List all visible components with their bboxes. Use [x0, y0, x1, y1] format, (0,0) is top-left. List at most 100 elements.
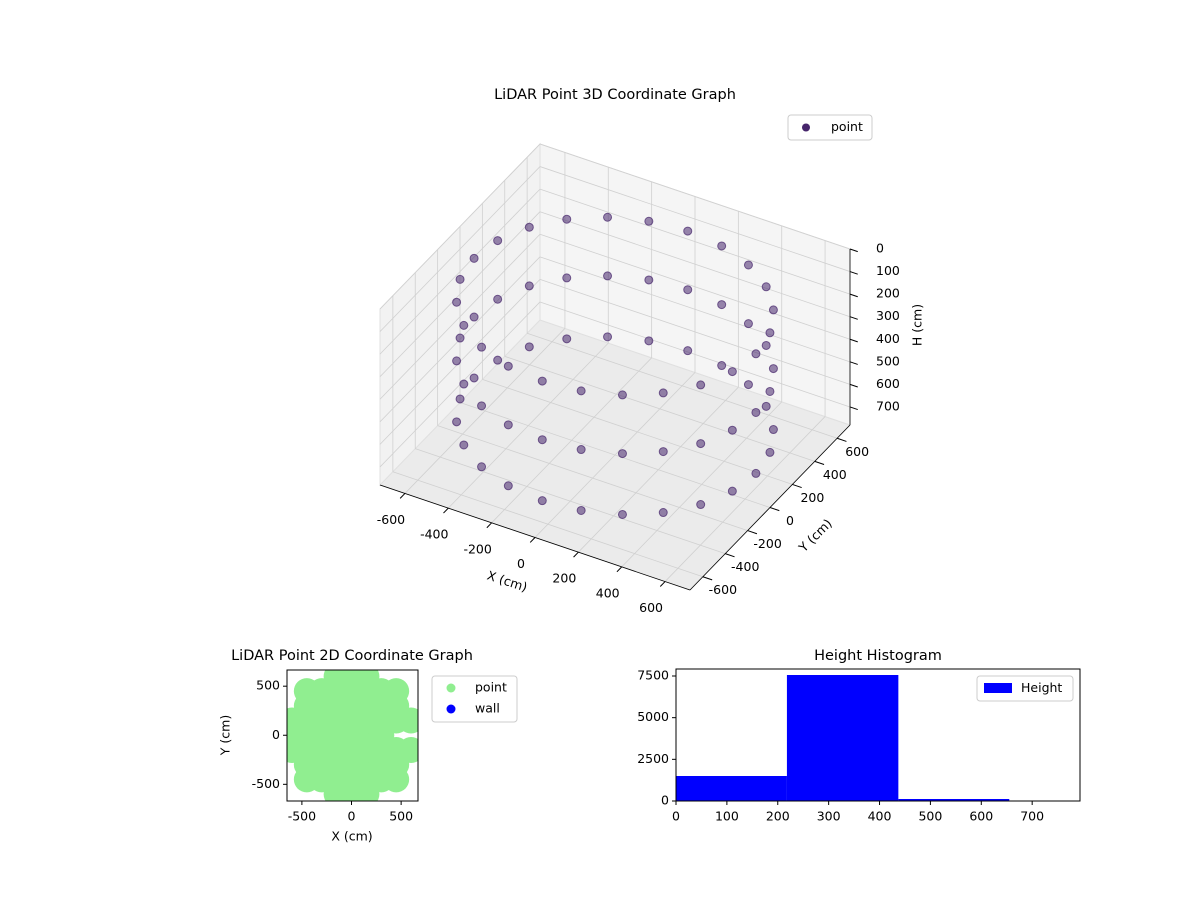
tick-mark [769, 507, 780, 512]
point [644, 336, 654, 346]
point [683, 226, 693, 236]
point [455, 274, 465, 284]
tick-mark [849, 316, 858, 320]
chart-title: Height Histogram [814, 648, 942, 664]
tick-mark [849, 248, 858, 253]
z-tick-label: 400 [876, 331, 900, 346]
point [683, 285, 693, 295]
point [576, 445, 586, 455]
point [455, 333, 465, 343]
z-tick-label: 500 [876, 353, 900, 368]
y-tick-label: 0 [661, 793, 669, 808]
point [459, 440, 469, 450]
bar [898, 799, 1010, 801]
y-tick-label: -400 [731, 559, 759, 574]
legend-swatch [984, 683, 1012, 693]
x-tick-label: -500 [288, 809, 316, 824]
legend-box [431, 675, 518, 723]
point [493, 355, 503, 365]
point [398, 736, 418, 763]
point [537, 376, 547, 386]
point [765, 386, 775, 396]
x-axis [379, 484, 691, 591]
grid-line [379, 143, 541, 310]
point [562, 214, 572, 224]
point [696, 380, 706, 390]
y-axis-label: Y (cm) [218, 715, 233, 756]
legend-box [787, 114, 873, 141]
point [503, 420, 513, 430]
point [493, 294, 503, 304]
point [751, 407, 761, 417]
y-tick-label: 0 [786, 513, 794, 528]
x-tick-label: 300 [817, 809, 841, 824]
tick-mark [747, 530, 758, 535]
grid-line [539, 166, 851, 272]
tick-mark [849, 293, 858, 298]
y-tick-label: 0 [272, 727, 280, 742]
tick-mark [573, 551, 579, 558]
point [727, 425, 737, 435]
y-tick-label: 5000 [637, 709, 669, 724]
point [751, 468, 761, 478]
y-tick-label: 400 [823, 467, 847, 482]
point [477, 462, 487, 472]
grid-line [539, 301, 851, 408]
tick-mark [814, 460, 825, 465]
grid-line [539, 188, 851, 295]
x-tick-label: 700 [1020, 809, 1044, 824]
point [761, 282, 771, 292]
point [576, 386, 586, 396]
grid-line [539, 211, 851, 318]
grid-line [459, 402, 771, 508]
point [768, 364, 778, 374]
y-axis [689, 424, 851, 591]
tick-mark [849, 406, 858, 411]
z-tick-label: 100 [876, 263, 900, 278]
point [493, 236, 503, 246]
point [469, 312, 479, 322]
point [658, 388, 668, 398]
grid-line [539, 233, 851, 340]
x-tick-label: -600 [377, 512, 405, 527]
point [617, 449, 627, 459]
x-tick-label: 200 [552, 571, 576, 586]
tick-mark [529, 537, 536, 543]
point [452, 417, 462, 427]
grid-line [379, 166, 541, 332]
point [562, 334, 572, 344]
point [398, 707, 418, 734]
tick-mark [849, 361, 858, 365]
grid-line [539, 143, 851, 250]
z-tick-label: 300 [876, 308, 900, 323]
x-tick-label: 0 [348, 809, 356, 824]
point [765, 328, 775, 338]
grid-line [527, 332, 838, 439]
y-tick-label: 600 [845, 444, 869, 459]
point [452, 356, 462, 366]
x-tick-label: 0 [672, 809, 680, 824]
point [603, 332, 613, 342]
chart-title: LiDAR Point 2D Coordinate Graph [231, 648, 473, 664]
point [743, 319, 753, 329]
y-tick-label: 2500 [637, 751, 669, 766]
point [683, 346, 693, 356]
z-tick-label: 600 [876, 376, 900, 391]
point [696, 500, 706, 510]
x-tick-label: 600 [969, 809, 993, 824]
point [603, 212, 613, 222]
point [477, 401, 487, 411]
tick-mark [792, 483, 802, 489]
point [452, 297, 462, 307]
bar [676, 776, 787, 801]
z-tick-label: 0 [876, 241, 884, 256]
point [383, 678, 410, 705]
point [459, 379, 469, 389]
point [696, 439, 706, 449]
x-tick-label: 500 [918, 809, 942, 824]
x-tick-label: 400 [868, 809, 892, 824]
x-axis-label: X (cm) [485, 568, 529, 595]
point [455, 394, 465, 404]
point [477, 342, 487, 352]
